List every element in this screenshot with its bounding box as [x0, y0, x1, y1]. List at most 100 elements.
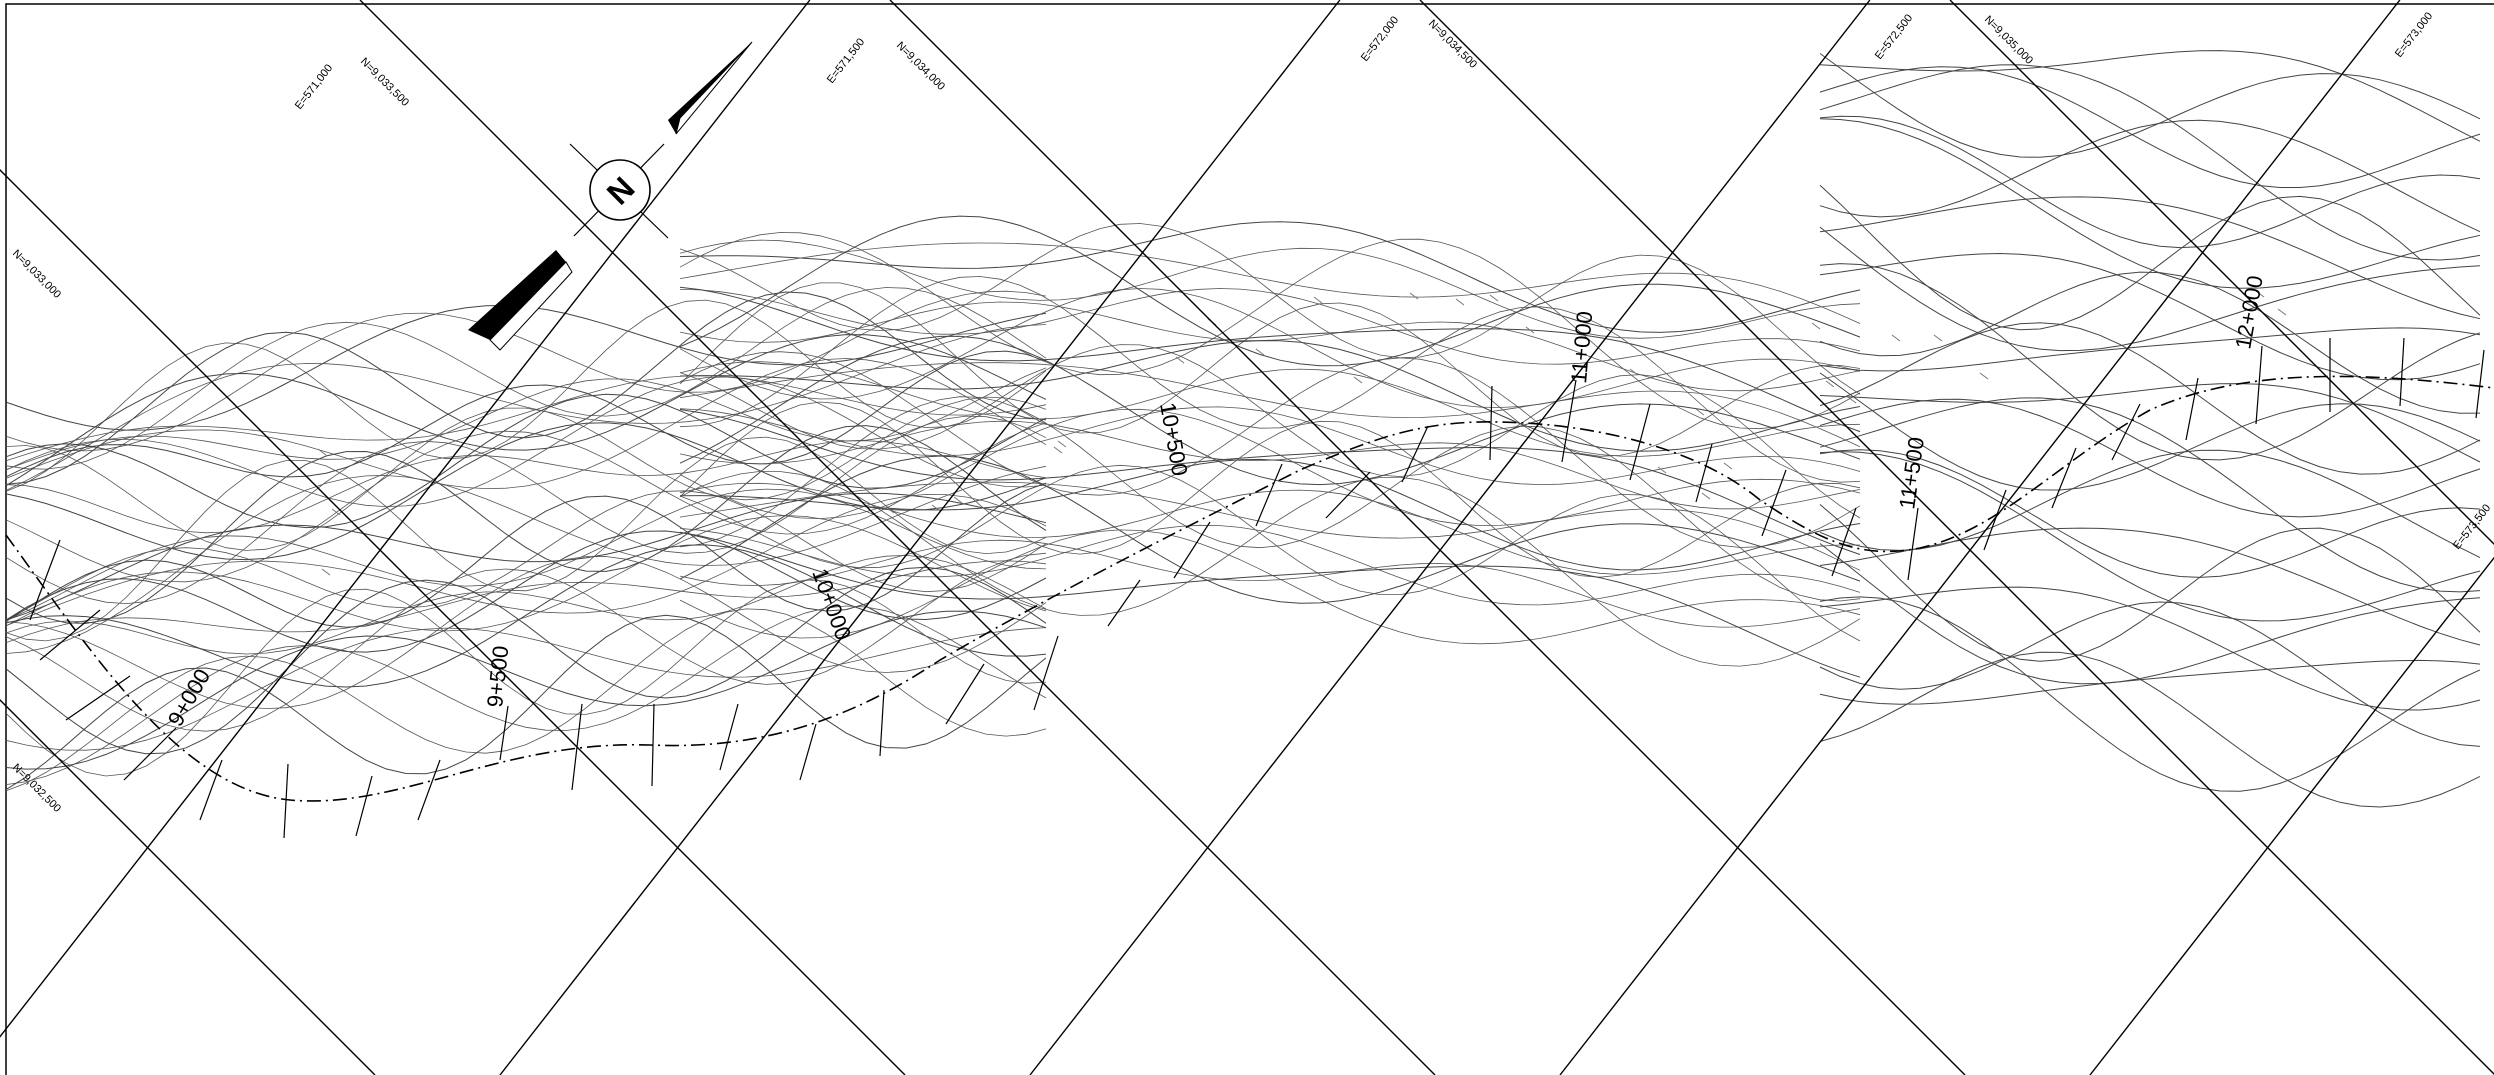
cross-section-tick: [2475, 349, 2485, 419]
cross-section-tick: [1761, 469, 1787, 537]
cross-section-tick: [1107, 579, 1141, 627]
contour-line: [5, 287, 1047, 470]
contour-line: [679, 524, 1861, 606]
contour-line: [679, 288, 1861, 365]
cross-section-tick: [2051, 447, 2077, 509]
contour-line: [679, 340, 1861, 452]
elevation-tick: [1409, 292, 1419, 300]
contour-line: [679, 406, 1861, 486]
contour-line: [5, 440, 1047, 534]
contour-line: [5, 488, 1047, 621]
grid-label-n-9034500: N=9,034,500: [1426, 18, 1479, 71]
elevation-tick: [1629, 368, 1639, 376]
contour-line: [5, 482, 1047, 628]
contour-line: [679, 470, 1861, 667]
grid-line-northing-4: [1419, 0, 2494, 1075]
elevation-tick: [1825, 380, 1835, 388]
elevation-tick: [1525, 326, 1535, 334]
contour-line: [5, 358, 1047, 490]
grid-line-easting-2: [1029, 0, 1871, 1075]
grid-label-e-571000: E=571,000: [293, 62, 335, 112]
elevation-tick: [1695, 408, 1705, 416]
north-arrow-tail: [468, 250, 566, 340]
contour-line: [1819, 119, 2481, 233]
contour-line: [1819, 66, 2481, 188]
contour-line: [5, 552, 1047, 732]
contour-line: [679, 408, 1861, 527]
contour-line: [679, 232, 1861, 430]
contour-line: [1819, 659, 2481, 705]
contour-line: [679, 455, 1861, 604]
sheet-frame: [5, 3, 2494, 1075]
contour-line: [5, 291, 1047, 485]
grid-line-northing-2: [359, 0, 1436, 1075]
cross-section-tick: [1489, 385, 1493, 461]
cross-section-tick: [1561, 379, 1577, 463]
contour-lines: [5, 50, 2481, 808]
contour-line: [1819, 449, 2481, 578]
contour-line: [679, 221, 1861, 333]
cross-section-tick: [2111, 403, 2141, 461]
elevation-tick: [1723, 462, 1733, 470]
grid-line-northing-0: [0, 699, 376, 1075]
contour-line: [1819, 327, 2481, 372]
elevation-tick: [1701, 492, 1711, 500]
contour-line: [1819, 449, 2481, 559]
grid-label-n-9033000: N=9,033,000: [10, 248, 63, 301]
contour-line: [679, 223, 1861, 395]
contour-line: [5, 415, 1047, 605]
contour-line: [679, 286, 1861, 433]
contour-line: [679, 242, 1861, 324]
cross-section-tick: [1173, 521, 1211, 579]
cross-section-tick: [2255, 345, 2263, 425]
contour-line: [5, 376, 1047, 508]
contour-line: [5, 515, 1047, 632]
north-arrow-tail-outline: [489, 261, 573, 351]
grid-label-e-572500: E=572,500: [1873, 12, 1915, 62]
contour-line: [679, 529, 1861, 645]
contour-line: [1819, 383, 2481, 463]
contour-line: [5, 605, 1047, 785]
contour-line: [5, 556, 1047, 710]
grid-label-e-573000: E=573,000: [2393, 10, 2435, 60]
cross-section-tick: [283, 763, 289, 839]
contour-line: [5, 350, 1047, 478]
contour-line: [5, 367, 1047, 471]
cross-section-tick: [199, 759, 223, 821]
cross-section-tick: [1401, 425, 1429, 483]
elevation-tick: [1053, 446, 1063, 454]
elevation-tick: [1175, 356, 1185, 364]
contour-line: [679, 531, 1861, 678]
elevation-tick: [1657, 466, 1667, 474]
contour-line: [679, 464, 1861, 642]
contour-line: [5, 422, 1047, 583]
contour-line: [1819, 397, 2481, 593]
elevation-tick: [1353, 376, 1363, 384]
cross-section-tick: [355, 775, 373, 837]
cross-section-tick: [945, 663, 985, 725]
station-label-9500: 9+500: [482, 644, 513, 708]
contour-line: [1819, 252, 2481, 381]
contour-line: [5, 425, 1047, 624]
contour-line: [1819, 322, 2481, 475]
contour-line: [1819, 118, 2481, 289]
north-arrow-circle: [589, 159, 651, 221]
contour-line: [1819, 64, 2481, 261]
elevation-tick: [1933, 334, 1943, 342]
cross-section-tick: [1255, 463, 1283, 527]
elevation-tick: [2255, 290, 2265, 298]
contour-line: [1819, 586, 2481, 711]
cross-section-tick: [2399, 337, 2405, 407]
cross-section-tick: [651, 703, 655, 787]
grid-line-northing-1: [0, 169, 906, 1075]
contour-line: [5, 436, 1047, 642]
contour-line: [5, 375, 1047, 462]
grid-line-easting-0: [0, 0, 811, 1038]
contour-line: [5, 614, 1047, 791]
elevation-tick: [2277, 308, 2287, 316]
elevation-tick: [321, 568, 331, 576]
elevation-tick: [1489, 294, 1499, 302]
elevation-tick: [1313, 296, 1323, 304]
contour-line: [1819, 184, 2481, 331]
contour-line: [5, 334, 1047, 487]
